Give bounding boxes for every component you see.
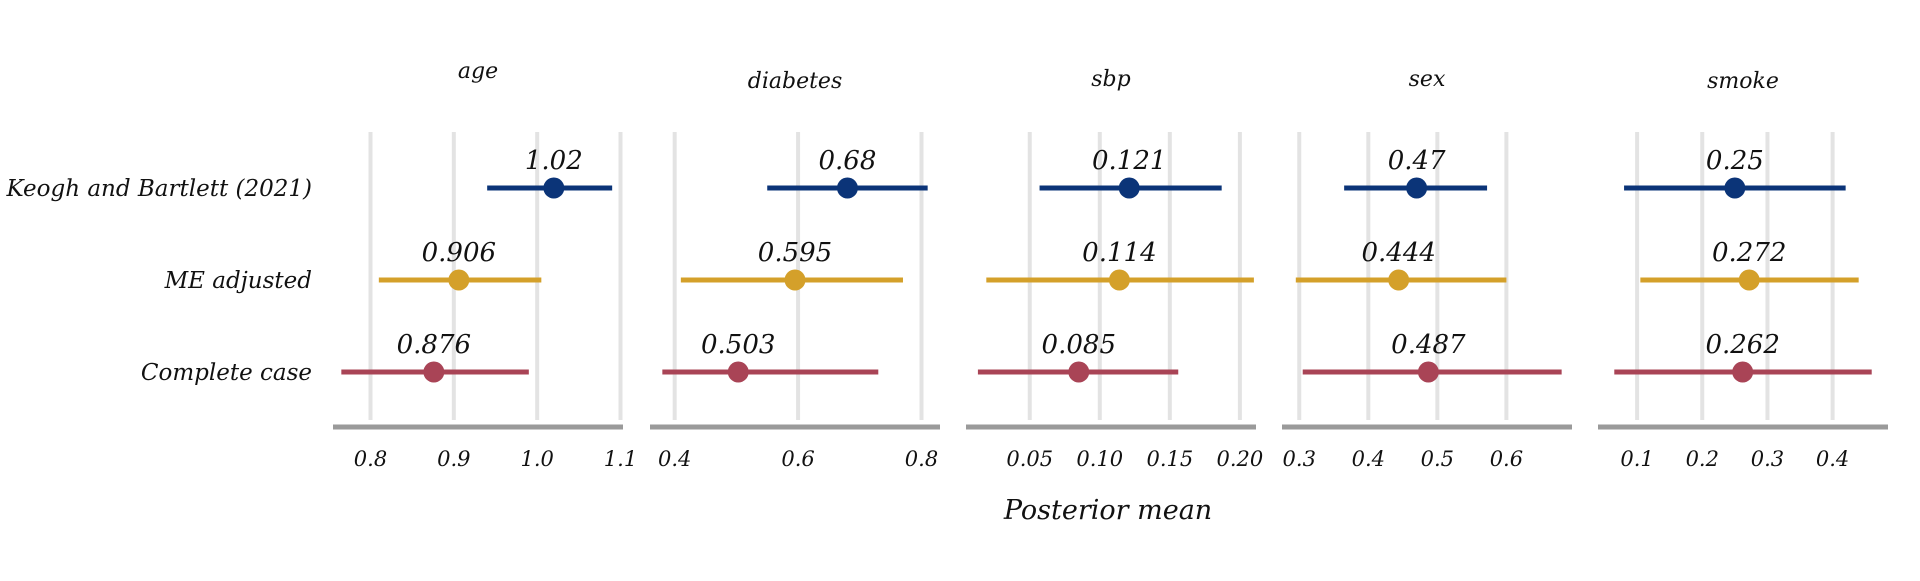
estimate-label: 0.595: [758, 238, 832, 268]
x-tick-label: 0.6: [781, 447, 814, 471]
row-label: ME adjusted: [164, 268, 312, 294]
point-estimate: [423, 361, 445, 383]
x-tick-label: 0.2: [1686, 447, 1719, 471]
x-tick-label: 1.0: [520, 447, 553, 471]
point-estimate: [1406, 177, 1428, 199]
facet-panel-sbp: sbp 0.05 0.10 0.15 0.20 0.121 0.114 0.085: [966, 67, 1263, 471]
x-tick-label: 0.5: [1421, 447, 1454, 471]
row-labels: Keogh and Bartlett (2021) ME adjusted Comp…: [5, 176, 312, 386]
estimate-label: 0.876: [397, 330, 471, 360]
x-tick-label: 0.20: [1217, 447, 1264, 471]
point-estimate: [727, 361, 749, 383]
facet-panel-diabetes: diabetes 0.4 0.6 0.8 0.68 0.595 0.503: [650, 69, 940, 471]
row-label: Complete case: [141, 360, 312, 386]
estimate-label: 0.272: [1712, 238, 1786, 268]
estimate-label: 0.262: [1705, 330, 1779, 360]
x-tick-label: 0.4: [1352, 447, 1385, 471]
x-tick-label: 0.4: [1816, 447, 1849, 471]
point-estimate: [543, 177, 565, 199]
facet-panel-sex: sex 0.3 0.4 0.5 0.6 0.47 0.444 0.487: [1282, 67, 1572, 471]
row-label: Keogh and Bartlett (2021): [5, 176, 312, 202]
facet-title: sex: [1409, 67, 1446, 92]
facet-panel-smoke: smoke 0.1 0.2 0.3 0.4 0.25 0.272 0.262: [1598, 69, 1888, 471]
point-estimate: [1068, 361, 1090, 383]
facet-title: diabetes: [748, 69, 843, 94]
point-estimate: [1724, 177, 1746, 199]
point-estimate: [1108, 269, 1130, 291]
estimate-label: 0.487: [1391, 330, 1466, 360]
x-tick-label: 0.4: [658, 447, 691, 471]
estimate-label: 0.47: [1388, 146, 1446, 176]
facet-panels: age 0.8 0.9 1.0 1.1 1.02 0.906 0.876 diabetes 0.4…: [333, 59, 1888, 471]
x-tick-label: 0.15: [1146, 447, 1193, 471]
x-axis-title: Posterior mean: [1003, 495, 1212, 526]
x-tick-label: 0.8: [354, 447, 387, 471]
facet-title: sbp: [1091, 67, 1130, 92]
x-tick-label: 0.3: [1283, 447, 1316, 471]
facet-title: smoke: [1707, 69, 1779, 94]
x-tick-label: 0.10: [1076, 447, 1123, 471]
estimate-label: 0.121: [1092, 146, 1166, 176]
estimate-label: 1.02: [525, 146, 583, 176]
x-tick-label: 0.9: [437, 447, 470, 471]
facet-title: age: [458, 59, 498, 84]
point-estimate: [836, 177, 858, 199]
estimate-label: 0.68: [819, 146, 877, 176]
point-estimate: [784, 269, 806, 291]
x-tick-label: 0.6: [1490, 447, 1523, 471]
x-tick-label: 1.1: [604, 447, 637, 471]
x-tick-label: 0.1: [1620, 447, 1653, 471]
x-tick-label: 0.3: [1751, 447, 1784, 471]
estimate-label: 0.085: [1042, 330, 1116, 360]
point-estimate: [1738, 269, 1760, 291]
estimate-label: 0.25: [1706, 146, 1764, 176]
estimate-label: 0.114: [1082, 238, 1156, 268]
estimate-label: 0.503: [701, 330, 775, 360]
point-estimate: [448, 269, 470, 291]
estimate-label: 0.444: [1361, 238, 1435, 268]
point-estimate: [1732, 361, 1754, 383]
x-tick-label: 0.05: [1006, 447, 1053, 471]
facet-panel-age: age 0.8 0.9 1.0 1.1 1.02 0.906 0.876: [333, 59, 637, 471]
estimate-label: 0.906: [422, 238, 496, 268]
point-estimate: [1417, 361, 1439, 383]
point-estimate: [1118, 177, 1140, 199]
point-estimate: [1388, 269, 1410, 291]
x-tick-label: 0.8: [905, 447, 938, 471]
